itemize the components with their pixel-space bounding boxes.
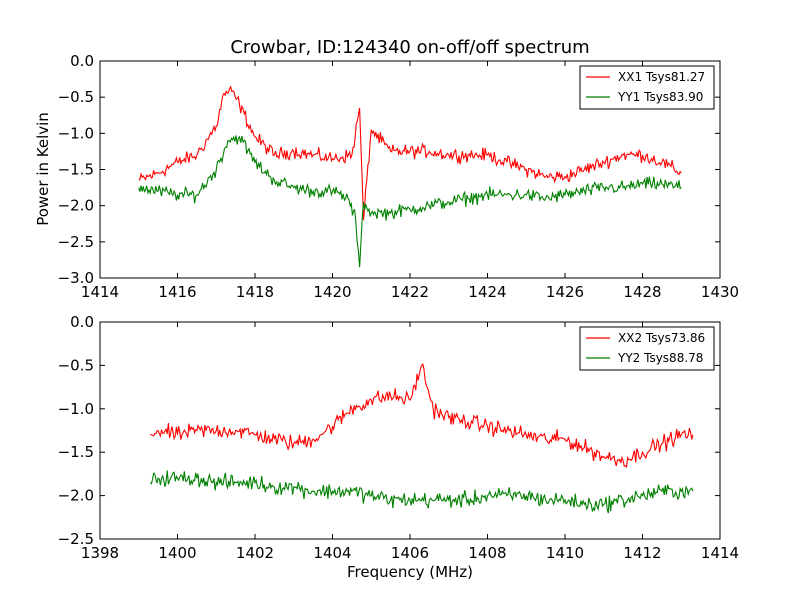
legend-box-1	[579, 65, 715, 110]
x-tick-label: 1416	[158, 283, 196, 301]
y-tick-label: −1.5	[58, 443, 94, 461]
y-tick-label: −2.0	[58, 197, 94, 215]
x-tick-label: 1398	[81, 544, 119, 562]
y-tick-label: 0.0	[70, 52, 94, 70]
x-tick-label: 1430	[701, 283, 739, 301]
x-tick-label: 1412	[623, 544, 661, 562]
x-tick-label: 1402	[236, 544, 274, 562]
x-tick-label: 1426	[546, 283, 584, 301]
y-tick-label: −2.0	[58, 487, 94, 505]
legend-label: XX2 Tsys73.86	[618, 331, 705, 345]
x-tick-label: 1428	[623, 283, 661, 301]
y-tick-label: −0.5	[58, 356, 94, 374]
x-tick-label: 1414	[701, 544, 739, 562]
series-line-1-1	[138, 85, 682, 221]
x-tick-label: 1400	[158, 544, 196, 562]
y-tick-label: −0.5	[58, 88, 94, 106]
y-tick-label: −2.5	[58, 233, 94, 251]
legend-box-2	[579, 326, 715, 371]
x-tick-label: 1418	[236, 283, 274, 301]
y-tick-label: −1.5	[58, 161, 94, 179]
legend-label: XX1 Tsys81.27	[618, 70, 705, 84]
x-tick-label: 1406	[391, 544, 429, 562]
y-tick-label: −3.0	[58, 269, 94, 287]
series-line-1-2	[138, 135, 682, 268]
y-tick-label: 0.0	[70, 313, 94, 331]
x-tick-label: 1414	[81, 283, 119, 301]
y-axis-label: Power in Kelvin	[34, 112, 52, 226]
x-tick-label: 1424	[468, 283, 506, 301]
x-tick-label: 1422	[391, 283, 429, 301]
y-tick-label: −2.5	[58, 530, 94, 548]
legend-label: YY1 Tsys83.90	[617, 90, 703, 104]
series-line-2-1	[150, 363, 694, 468]
y-tick-label: −1.0	[58, 400, 94, 418]
x-axis-label: Frequency (MHz)	[347, 563, 473, 581]
legend-label: YY2 Tsys88.78	[617, 351, 703, 365]
x-tick-label: 1404	[313, 544, 351, 562]
y-tick-label: −1.0	[58, 124, 94, 142]
chart-title: Crowbar, ID:124340 on-off/off spectrum	[230, 37, 589, 58]
x-tick-label: 1408	[468, 544, 506, 562]
x-tick-label: 1410	[546, 544, 584, 562]
series-line-2-2	[150, 470, 694, 514]
x-tick-label: 1420	[313, 283, 351, 301]
